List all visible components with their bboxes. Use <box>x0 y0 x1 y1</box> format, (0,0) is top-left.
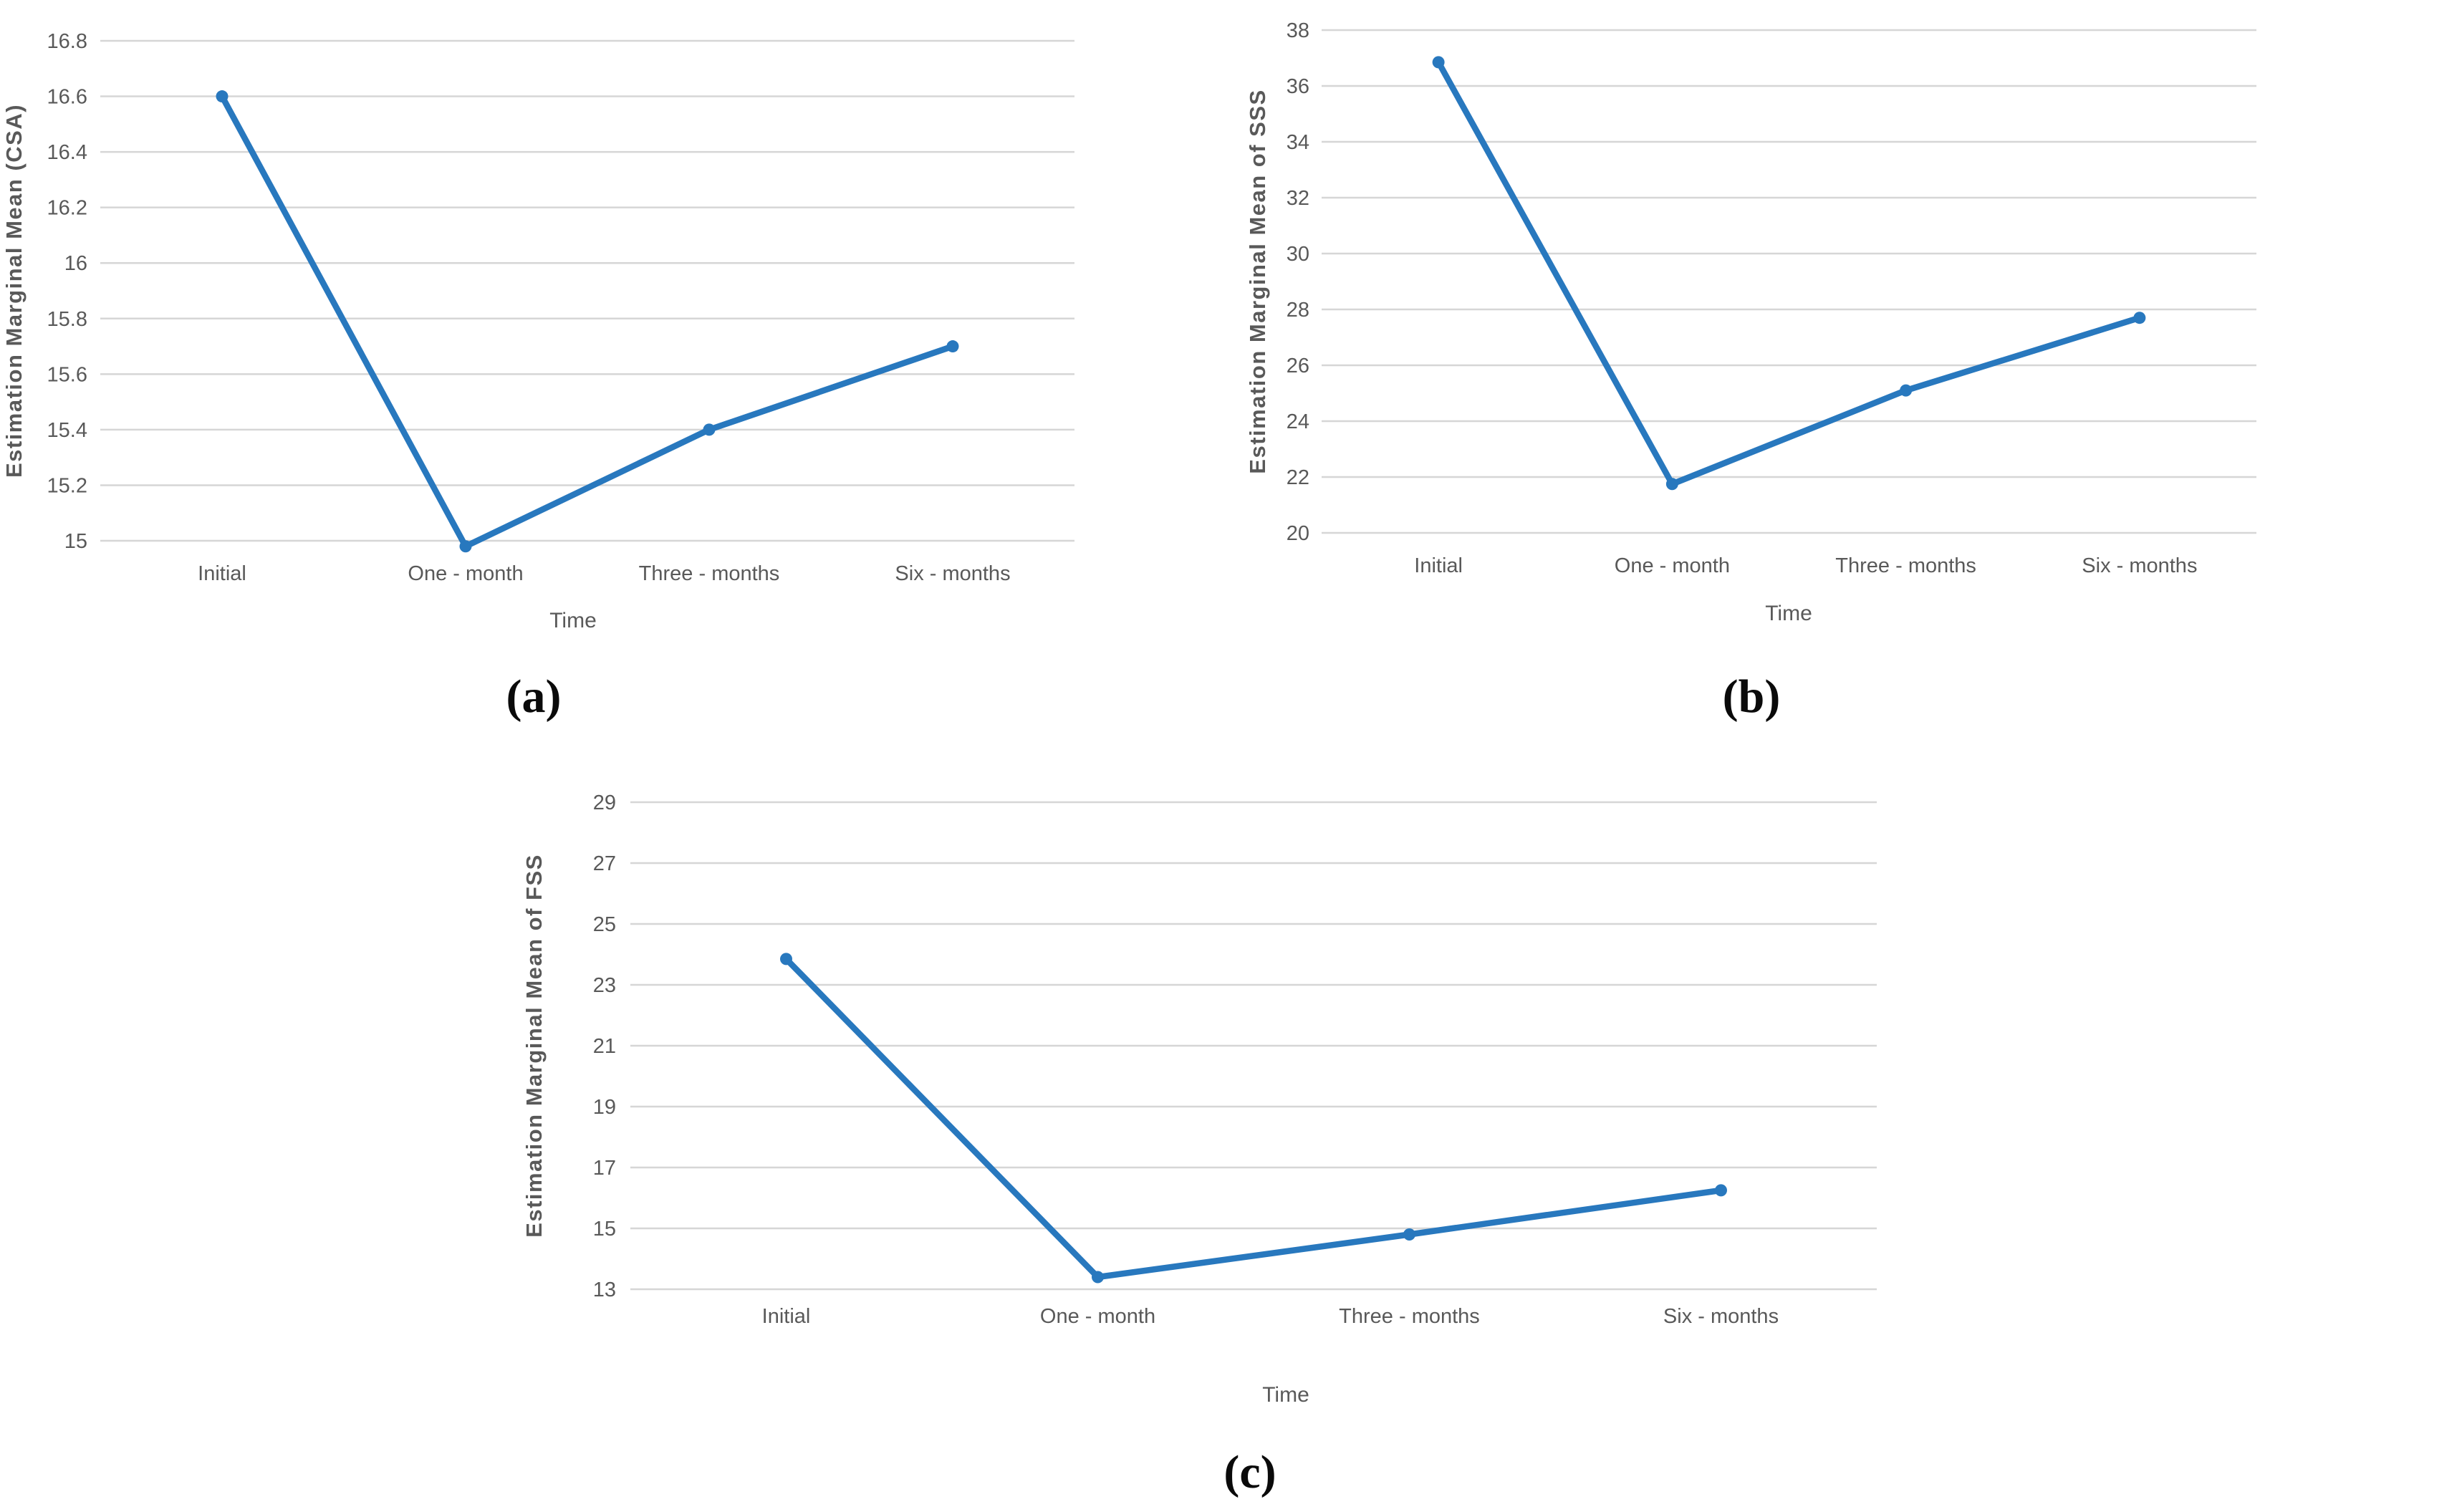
data-point-3 <box>1403 1228 1415 1241</box>
data-point-3 <box>703 423 716 436</box>
x-category-label: One - month <box>1615 554 1730 577</box>
caption-a: (a) <box>506 670 562 723</box>
line-chart-fss: 13 15 17 19 21 23 25 27 29 Initial One - month Thre… <box>494 784 1898 1429</box>
data-point-4 <box>1715 1184 1727 1197</box>
y-tick-label: 20 <box>1287 522 1309 545</box>
y-tick-label: 15.6 <box>47 363 87 386</box>
y-axis-title: Estimation Marginal Mean of SSS <box>1246 89 1270 473</box>
data-point-1 <box>1432 56 1445 69</box>
y-axis-title: Estimation Marginal Mean (CSA) <box>1 104 27 478</box>
y-tick-label: 15.2 <box>47 474 87 497</box>
y-tick-label: 15.8 <box>47 308 87 331</box>
y-tick-label: 15 <box>593 1218 616 1241</box>
line-chart-csa-svg: 15 15.2 15.4 15.6 15.8 16 16.2 16.4 16.6 16.8 Init… <box>1 30 1074 632</box>
x-category-label: Initial <box>1414 554 1463 577</box>
data-point-2 <box>1665 478 1678 491</box>
y-tick-label: 16.6 <box>47 86 87 109</box>
x-category-label: Three - months <box>1835 554 1976 577</box>
series-line <box>1435 59 2143 487</box>
y-tick-label: 38 <box>1287 19 1309 42</box>
y-tick-label: 16.8 <box>47 30 87 53</box>
x-category-label: Six - months <box>1663 1305 1779 1328</box>
line-chart-sss: 20 22 24 26 28 30 32 34 36 38 Initial One - month Th… <box>1246 0 2271 652</box>
y-tick-label: 25 <box>593 913 616 936</box>
y-tick-label: 24 <box>1287 410 1309 433</box>
y-tick-label: 22 <box>1287 466 1309 489</box>
line-chart-sss-svg: 20 22 24 26 28 30 32 34 36 38 Initial One - month Th… <box>1246 19 2256 625</box>
data-point-3 <box>1900 384 1913 397</box>
x-axis-title: Time <box>549 609 597 632</box>
series-line <box>783 955 1724 1281</box>
y-tick-label: 32 <box>1287 187 1309 210</box>
y-tick-label: 15.4 <box>47 419 87 442</box>
y-tick-label: 28 <box>1287 299 1309 322</box>
x-category-label: Three - months <box>1339 1305 1480 1328</box>
data-point-1 <box>780 953 792 966</box>
y-tick-label: 19 <box>593 1096 616 1119</box>
series-line <box>218 93 956 550</box>
y-tick-label: 17 <box>593 1157 616 1180</box>
data-point-2 <box>1092 1271 1104 1284</box>
caption-b: (b) <box>1722 670 1781 723</box>
data-point-2 <box>459 540 472 553</box>
x-category-label: Six - months <box>895 562 1010 585</box>
y-tick-label: 13 <box>593 1279 616 1301</box>
y-tick-label: 16.2 <box>47 197 87 220</box>
caption-c: (c) <box>1223 1446 1276 1498</box>
data-point-4 <box>2133 312 2146 324</box>
y-tick-label: 36 <box>1287 75 1309 98</box>
y-tick-label: 23 <box>593 974 616 997</box>
x-category-label: Initial <box>762 1305 811 1328</box>
y-tick-label: 29 <box>593 791 616 814</box>
x-category-label: Initial <box>198 562 246 585</box>
y-tick-label: 34 <box>1287 131 1309 154</box>
data-point-1 <box>216 90 229 103</box>
x-axis-title: Time <box>1765 602 1812 625</box>
x-axis-title: Time <box>1262 1383 1309 1407</box>
y-tick-label: 16 <box>64 252 87 275</box>
y-tick-label: 16.4 <box>47 141 87 164</box>
data-point-4 <box>946 340 959 353</box>
x-category-label: One - month <box>1040 1305 1155 1328</box>
line-chart-csa: 15 15.2 15.4 15.6 15.8 16 16.2 16.4 16.6 16.8 Init… <box>0 0 1089 652</box>
y-tick-label: 26 <box>1287 355 1309 377</box>
y-axis-title: Estimation Marginal Mean of FSS <box>521 854 547 1238</box>
y-tick-label: 15 <box>64 530 87 553</box>
x-category-label: Three - months <box>639 562 780 585</box>
line-chart-fss-svg: 13 15 17 19 21 23 25 27 29 Initial One - month Thre… <box>521 791 1877 1407</box>
y-tick-label: 21 <box>593 1035 616 1058</box>
x-category-label: One - month <box>408 562 523 585</box>
y-tick-label: 30 <box>1287 243 1309 266</box>
x-category-label: Six - months <box>2082 554 2197 577</box>
y-tick-label: 27 <box>593 852 616 875</box>
